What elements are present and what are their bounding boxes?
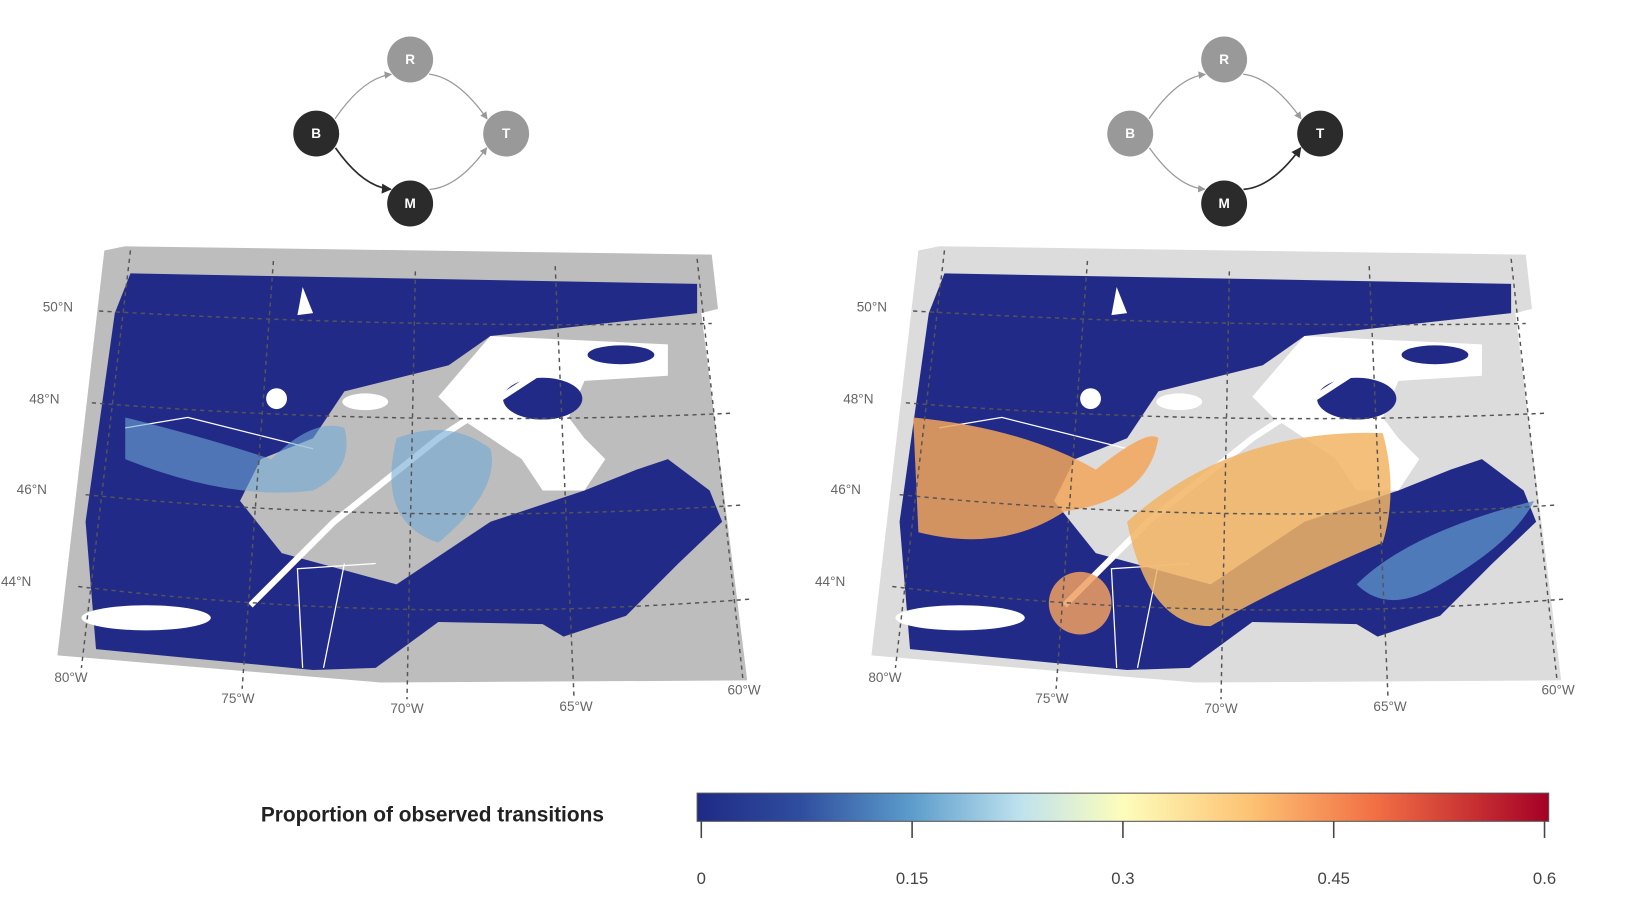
colorbar bbox=[696, 792, 1550, 822]
lon-label: 75°W bbox=[1035, 691, 1068, 706]
diagram-edge bbox=[1148, 147, 1206, 193]
legend-title: Proportion of observed transitions bbox=[261, 804, 604, 827]
diagram-edge bbox=[1243, 146, 1302, 191]
lat-label: 44°N bbox=[1, 574, 31, 589]
tick-label: 0.45 bbox=[1317, 869, 1349, 888]
diagram-edge bbox=[1243, 73, 1302, 120]
panel: R B T M 50°N 48°N 46°N 44°N 80°W 75°W 70°W 65°W 60°W bbox=[1, 36, 761, 716]
node-label: T bbox=[1316, 126, 1325, 141]
lon-label: 65°W bbox=[559, 699, 592, 714]
tick-label: 0.6 bbox=[1533, 869, 1556, 888]
lat-label: 48°N bbox=[29, 391, 59, 406]
diagram-node bbox=[1107, 110, 1154, 157]
legend: Proportion of observed transitions 0 0.15 0… bbox=[261, 792, 1556, 888]
node-label: M bbox=[1218, 196, 1229, 211]
node-label: B bbox=[311, 126, 321, 141]
lat-label: 48°N bbox=[843, 391, 873, 406]
diagram-edge bbox=[429, 73, 488, 120]
lat-label: 50°N bbox=[857, 299, 887, 314]
diagram-node bbox=[483, 110, 530, 157]
tick-label: 0 bbox=[697, 869, 706, 888]
panel: R B T M 50°N 48°N 46°N 44°N 80°W 75°W 70°W 65°W 60°W bbox=[815, 36, 1575, 716]
heat-region bbox=[913, 417, 1159, 540]
figure-content: R B T M 50°N 48°N 46°N 44°N 80°W 75°W 70°W 65°W 60°W… bbox=[1, 36, 1575, 888]
diagram-node bbox=[1297, 110, 1344, 157]
lon-label: 65°W bbox=[1373, 699, 1406, 714]
diagram-node bbox=[387, 180, 434, 227]
node-label: M bbox=[404, 196, 415, 211]
lat-label: 46°N bbox=[17, 482, 47, 497]
heat-region bbox=[1127, 432, 1391, 627]
lat-label: 50°N bbox=[43, 299, 73, 314]
lon-label: 75°W bbox=[221, 691, 254, 706]
lon-label: 60°W bbox=[1541, 682, 1574, 697]
lat-label: 44°N bbox=[815, 574, 845, 589]
diagram-node bbox=[387, 36, 434, 83]
lon-label: 80°W bbox=[54, 670, 87, 685]
tick-label: 0.3 bbox=[1111, 869, 1134, 888]
lon-label: 80°W bbox=[868, 670, 901, 685]
lon-label: 60°W bbox=[727, 682, 760, 697]
node-label: T bbox=[502, 126, 511, 141]
lon-label: 70°W bbox=[1204, 701, 1237, 716]
node-label: R bbox=[405, 52, 415, 67]
lon-label: 70°W bbox=[390, 701, 423, 716]
tick-label: 0.15 bbox=[896, 869, 928, 888]
lat-label: 46°N bbox=[831, 482, 861, 497]
node-label: R bbox=[1219, 52, 1229, 67]
diagram-node bbox=[293, 110, 340, 157]
diagram-edge bbox=[334, 147, 392, 194]
diagram-edge bbox=[1148, 71, 1207, 120]
heat-region bbox=[1356, 500, 1535, 601]
heat-region bbox=[1048, 571, 1112, 635]
node-label: B bbox=[1125, 126, 1135, 141]
diagram-edge bbox=[334, 71, 393, 120]
heat-region bbox=[125, 417, 492, 543]
diagram-edge bbox=[429, 147, 488, 190]
diagram-node bbox=[1201, 180, 1248, 227]
diagram-node bbox=[1201, 36, 1248, 83]
